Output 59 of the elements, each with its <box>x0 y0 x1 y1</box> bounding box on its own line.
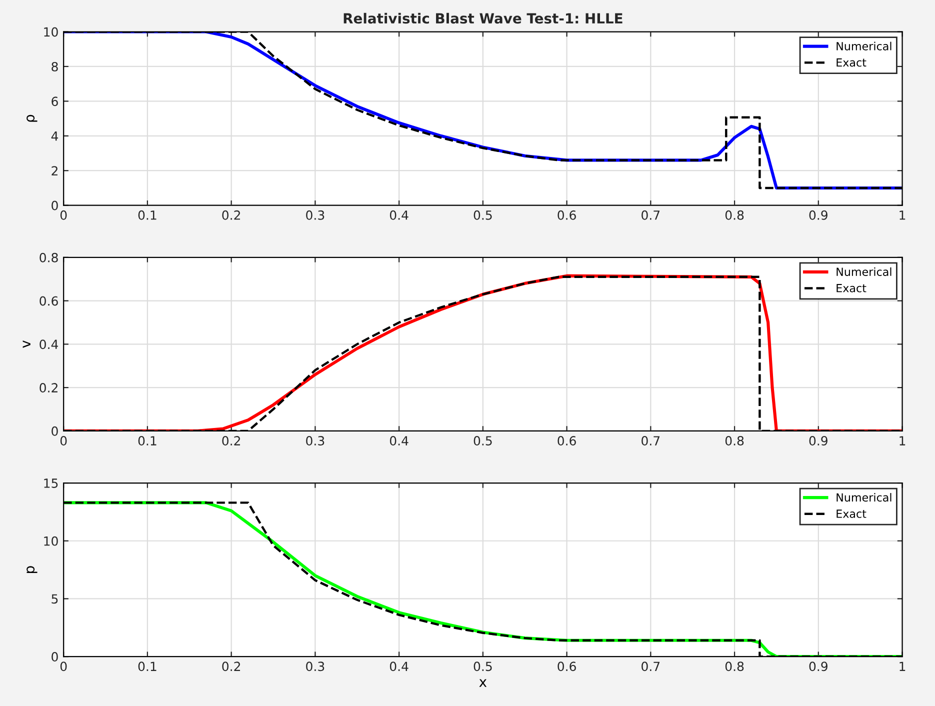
x-tick-label: 0 <box>60 662 67 672</box>
legend-label: Numerical <box>836 42 892 50</box>
y-tick-label: 0 <box>52 652 58 662</box>
y-tick-label: 0.8 <box>40 252 58 262</box>
y-tick-label: 8 <box>52 62 58 72</box>
x-tick-label: 0 <box>60 210 67 220</box>
y-tick-label: 2 <box>52 166 58 176</box>
y-tick-label: 0 <box>52 426 58 436</box>
y-tick-label: 0.4 <box>40 340 58 350</box>
x-tick-label: 0.6 <box>558 662 576 672</box>
y-axis-title: v <box>22 340 30 348</box>
x-tick-label: 0.3 <box>306 662 324 672</box>
x-tick-label: 0.5 <box>474 662 492 672</box>
x-tick-label: 0.5 <box>474 436 492 446</box>
x-axis-title: x <box>479 679 487 687</box>
x-tick-label: 0.8 <box>725 662 744 672</box>
x-tick-label: 1 <box>900 436 906 446</box>
legend-label: Exact <box>836 284 866 292</box>
x-tick-label: 0.3 <box>306 210 324 220</box>
chart-title: Relativistic Blast Wave Test-1: HLLE <box>344 12 622 24</box>
x-tick-label: 0.8 <box>725 210 744 220</box>
x-tick-label: 0.9 <box>809 436 828 446</box>
x-tick-label: 0.3 <box>306 436 324 446</box>
x-tick-label: 0.7 <box>642 436 660 446</box>
legend-label: Numerical <box>836 493 892 502</box>
y-tick-label: 15 <box>44 478 58 488</box>
y-tick-label: 10 <box>44 536 58 546</box>
x-tick-label: 0.4 <box>390 662 408 672</box>
x-tick-label: 0.6 <box>558 210 576 220</box>
x-tick-label: 0 <box>60 436 67 446</box>
x-tick-label: 1 <box>900 210 906 220</box>
x-tick-label: 0.1 <box>138 436 156 446</box>
legend-label: Exact <box>836 58 866 67</box>
x-tick-label: 0.5 <box>474 210 492 220</box>
x-tick-label: 0.2 <box>222 210 240 220</box>
y-axis-title: ρ <box>26 114 38 122</box>
y-axis-title: p <box>26 566 38 573</box>
x-tick-label: 0.7 <box>642 210 660 220</box>
y-tick-label: 0 <box>52 200 58 210</box>
x-tick-label: 0.9 <box>809 210 828 220</box>
x-tick-label: 0.9 <box>809 662 828 672</box>
x-tick-label: 0.2 <box>222 436 240 446</box>
legend-label: Numerical <box>836 267 892 276</box>
x-tick-label: 0.2 <box>222 662 240 672</box>
y-tick-label: 10 <box>44 27 58 37</box>
x-tick-label: 0.1 <box>138 662 156 672</box>
x-tick-label: 0.4 <box>390 210 408 220</box>
y-tick-label: 0.2 <box>40 383 58 392</box>
x-tick-label: 0.6 <box>558 436 576 446</box>
x-tick-label: 0.8 <box>725 436 744 446</box>
y-tick-label: 4 <box>51 132 58 141</box>
x-tick-label: 0.7 <box>642 662 660 672</box>
x-tick-label: 0.1 <box>138 210 156 220</box>
x-tick-label: 0.4 <box>390 436 408 446</box>
legend-label: Exact <box>836 510 866 518</box>
y-tick-label: 5 <box>52 594 58 604</box>
y-tick-label: 0.6 <box>40 296 58 306</box>
y-tick-label: 6 <box>52 96 58 106</box>
x-tick-label: 1 <box>900 662 906 671</box>
